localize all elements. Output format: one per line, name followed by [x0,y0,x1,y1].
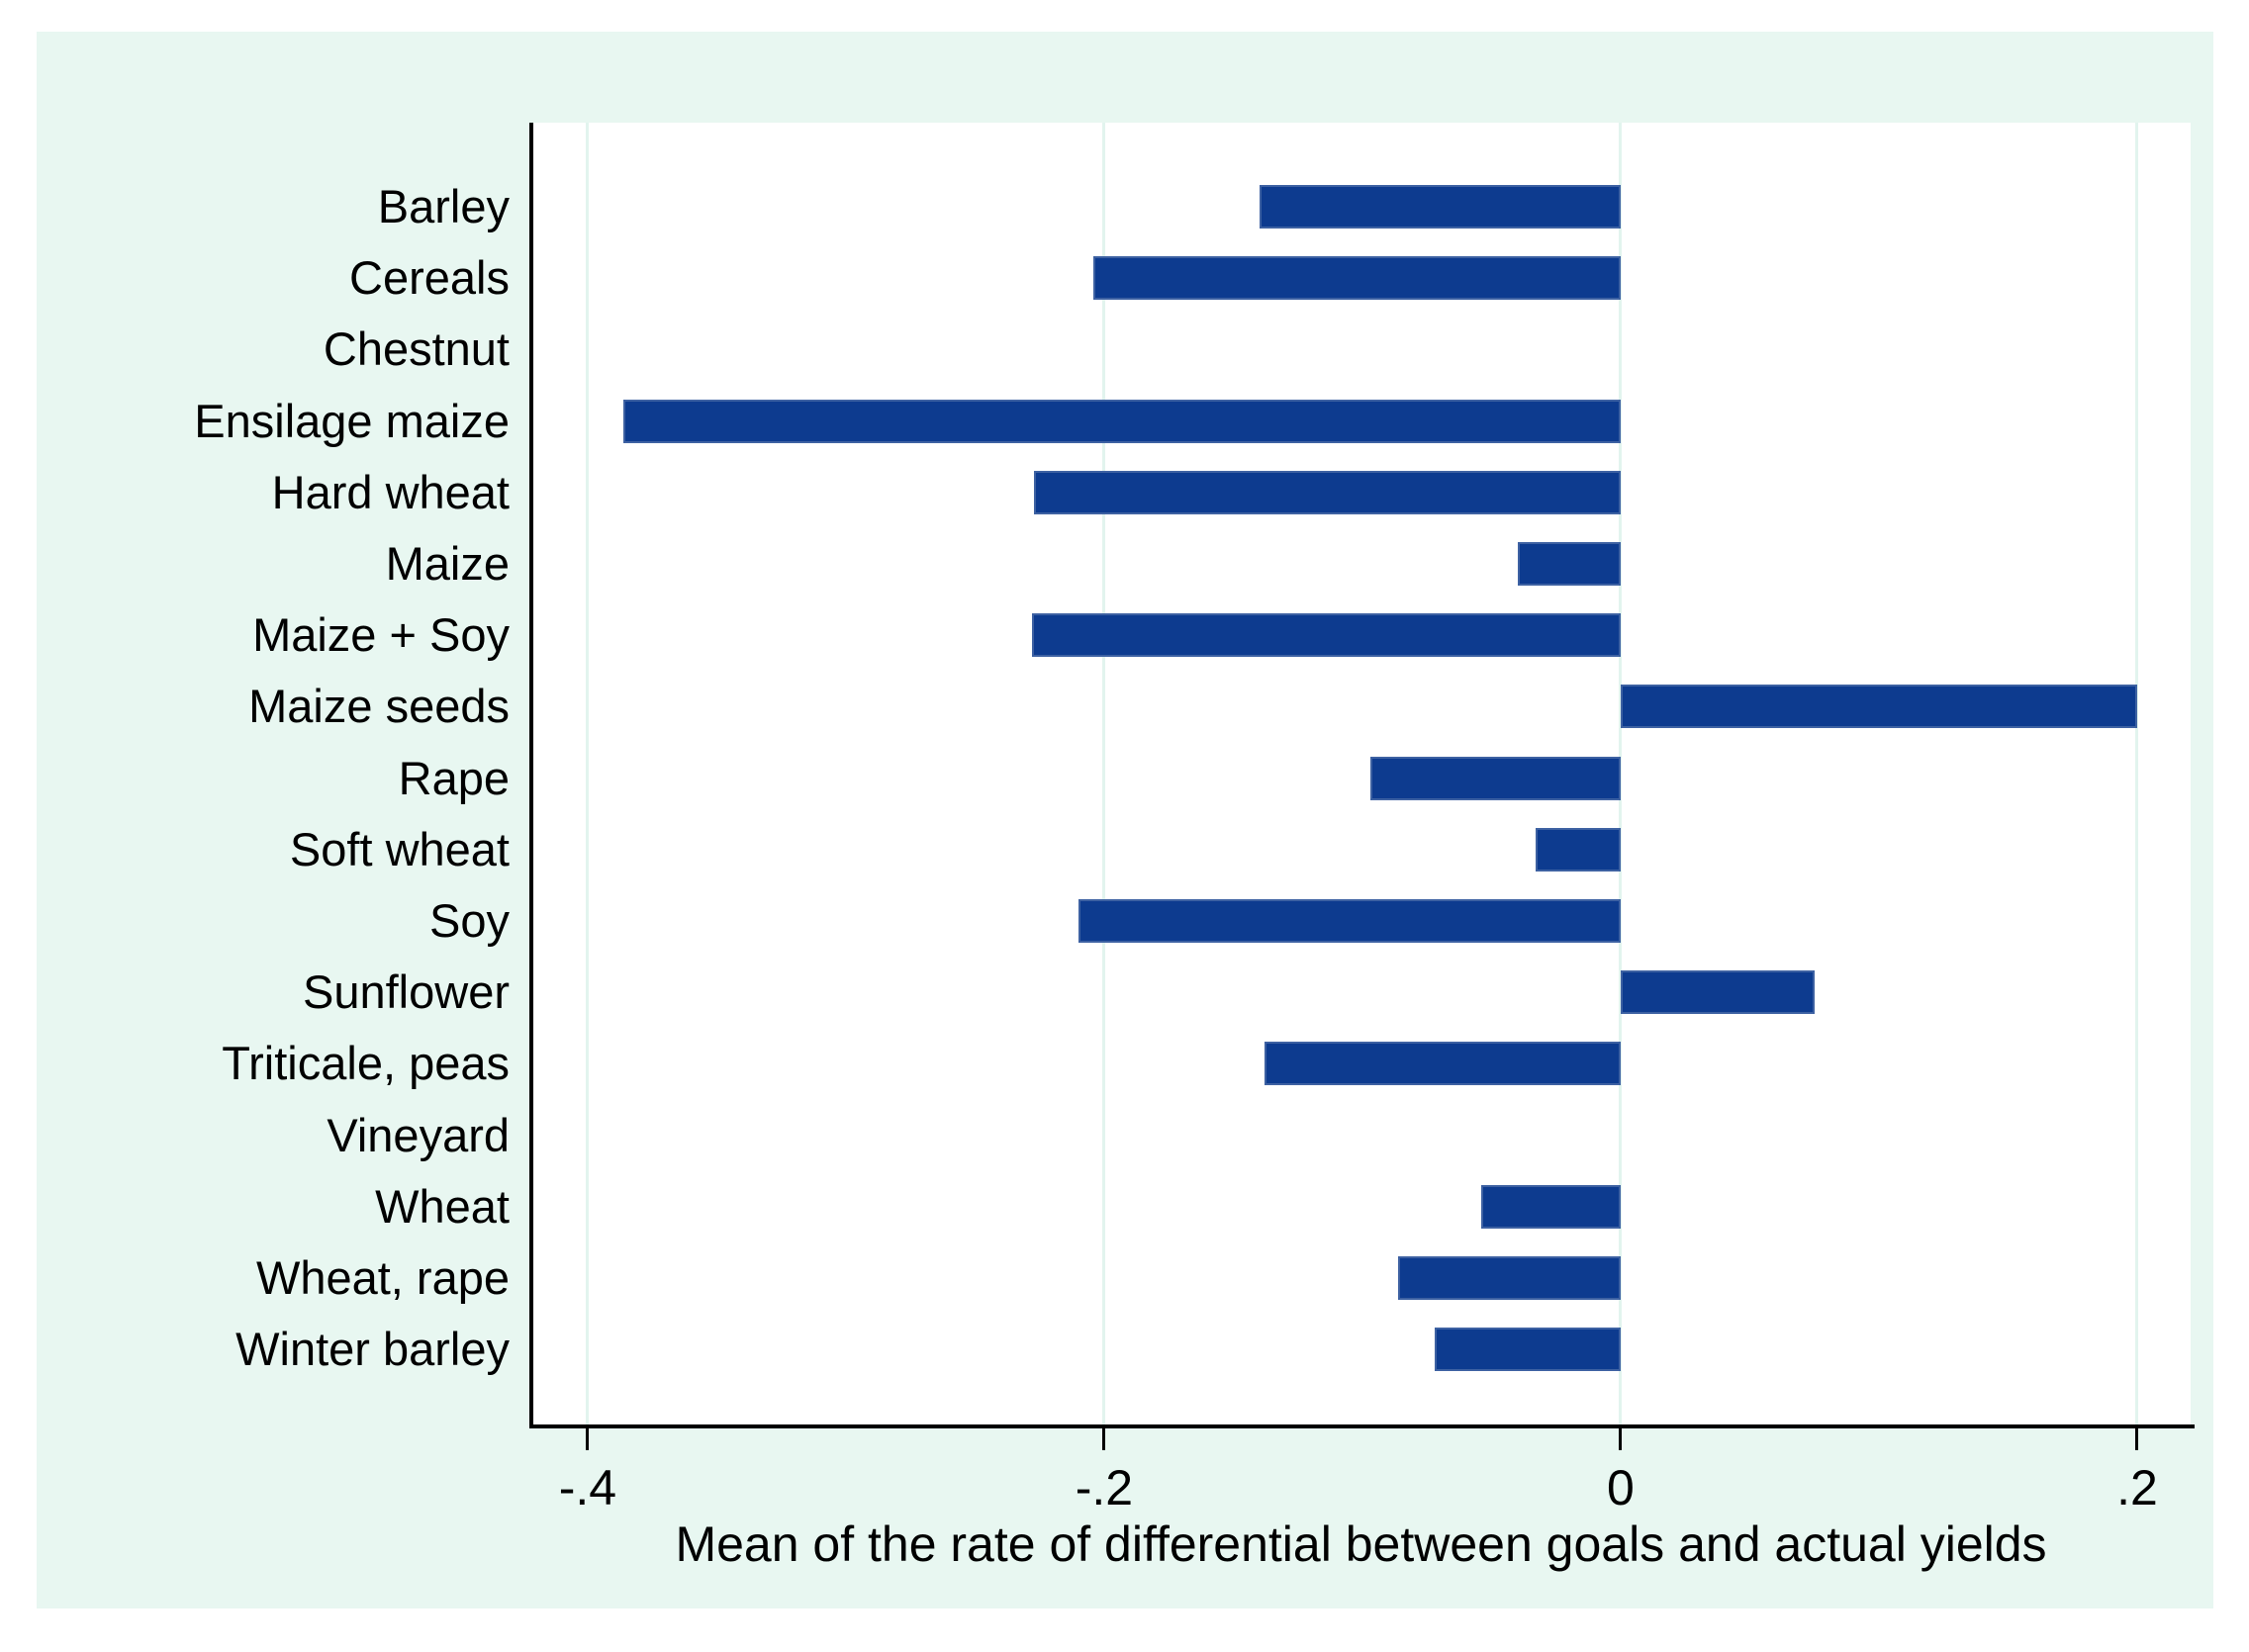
category-label: Maize + Soy [252,608,510,662]
category-label: Wheat [375,1179,510,1233]
x-tick-mark [1102,1428,1106,1450]
x-tick-mark [2135,1428,2139,1450]
bar-winter-barley [1435,1328,1621,1372]
category-label: Ensilage maize [194,394,510,447]
category-label: Chestnut [323,322,510,376]
x-tick-mark [1619,1428,1623,1450]
category-label: Hard wheat [271,465,510,518]
x-tick-label: -.2 [1075,1460,1134,1515]
category-label: Maize [385,537,510,590]
category-label: Barley [377,180,510,232]
category-label: Maize seeds [248,680,510,733]
y-axis-line [529,123,533,1428]
bar-wheat-rape [1398,1256,1621,1300]
gridline--.2 [1102,123,1106,1424]
x-tick-mark [586,1428,590,1450]
gridline-.2 [2135,123,2139,1424]
bar-sunflower [1620,970,1815,1015]
graph-panel: Barley Cereals Chestnut Ensilage maize Hard … [37,32,2213,1608]
category-label: Sunflower [303,965,510,1019]
bar-triticale-peas [1264,1042,1621,1086]
category-label: Soy [429,894,510,947]
x-axis-line [529,1424,2195,1428]
bar-hard-wheat [1034,470,1621,514]
gridline-0 [1619,123,1623,1424]
bar-cereals [1093,256,1621,301]
bar-wheat [1481,1184,1621,1229]
plot-area [531,123,2191,1424]
bar-rape [1369,756,1621,800]
bar-maize-soy [1031,613,1621,658]
x-tick-label: 0 [1607,1460,1635,1515]
category-label: Triticale, peas [222,1037,510,1090]
category-label: Vineyard [327,1108,510,1161]
bar-soft-wheat [1535,827,1621,872]
x-tick-label: -.4 [558,1460,617,1515]
gridline--.4 [586,123,590,1424]
bar-barley [1259,185,1621,229]
bar-maize [1517,542,1621,586]
category-label: Rape [398,751,510,804]
category-label: Winter barley [235,1323,510,1376]
category-label: Wheat, rape [255,1251,510,1304]
bar-soy [1078,899,1621,943]
x-axis-title: Mean of the rate of differential between… [675,1516,2047,1572]
bar-ensilage-maize [623,399,1621,443]
category-label: Soft wheat [289,822,510,875]
bar-maize-seeds [1620,685,2137,729]
x-tick-label: .2 [2116,1460,2158,1515]
category-label: Cereals [349,251,510,305]
